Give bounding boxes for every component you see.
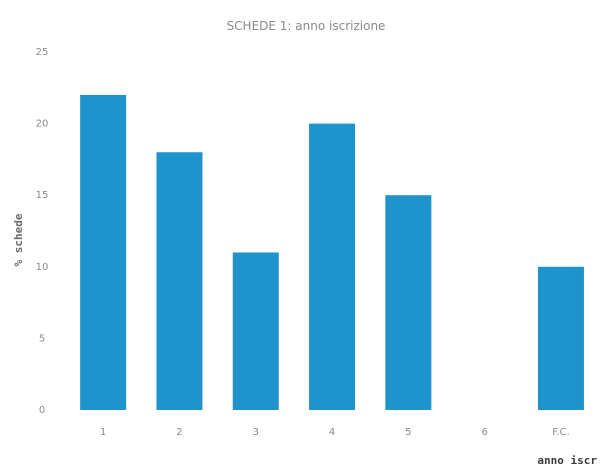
x-tick-label: 6 — [481, 427, 487, 438]
x-tick-label: F.C. — [552, 427, 570, 438]
bar — [309, 123, 356, 410]
bars-group — [80, 94, 584, 411]
bar — [385, 195, 432, 410]
x-tick-label: 1 — [100, 427, 106, 438]
bar — [156, 152, 203, 411]
y-tick-label: 15 — [36, 190, 49, 201]
chart-title: SCHEDE 1: anno iscrizione — [227, 19, 386, 33]
y-tick-label: 20 — [36, 119, 49, 130]
y-tick-label: 5 — [39, 333, 45, 344]
y-tick-label: 0 — [39, 405, 45, 416]
y-axis-label: % schede — [12, 213, 25, 266]
bar — [80, 94, 127, 411]
bar — [537, 266, 584, 410]
x-axis-ticks: 1 2 3 4 5 6 F.C. — [100, 427, 570, 438]
bar — [232, 252, 279, 410]
y-tick-label: 25 — [36, 47, 49, 58]
y-tick-label: 10 — [36, 262, 49, 273]
x-tick-label: 2 — [176, 427, 182, 438]
x-tick-label: 4 — [329, 427, 335, 438]
x-tick-label: 3 — [253, 427, 259, 438]
x-axis-label: anno iscr — [537, 454, 597, 467]
y-axis-ticks: 0 5 10 15 20 25 — [36, 47, 49, 416]
x-tick-label: 5 — [405, 427, 411, 438]
